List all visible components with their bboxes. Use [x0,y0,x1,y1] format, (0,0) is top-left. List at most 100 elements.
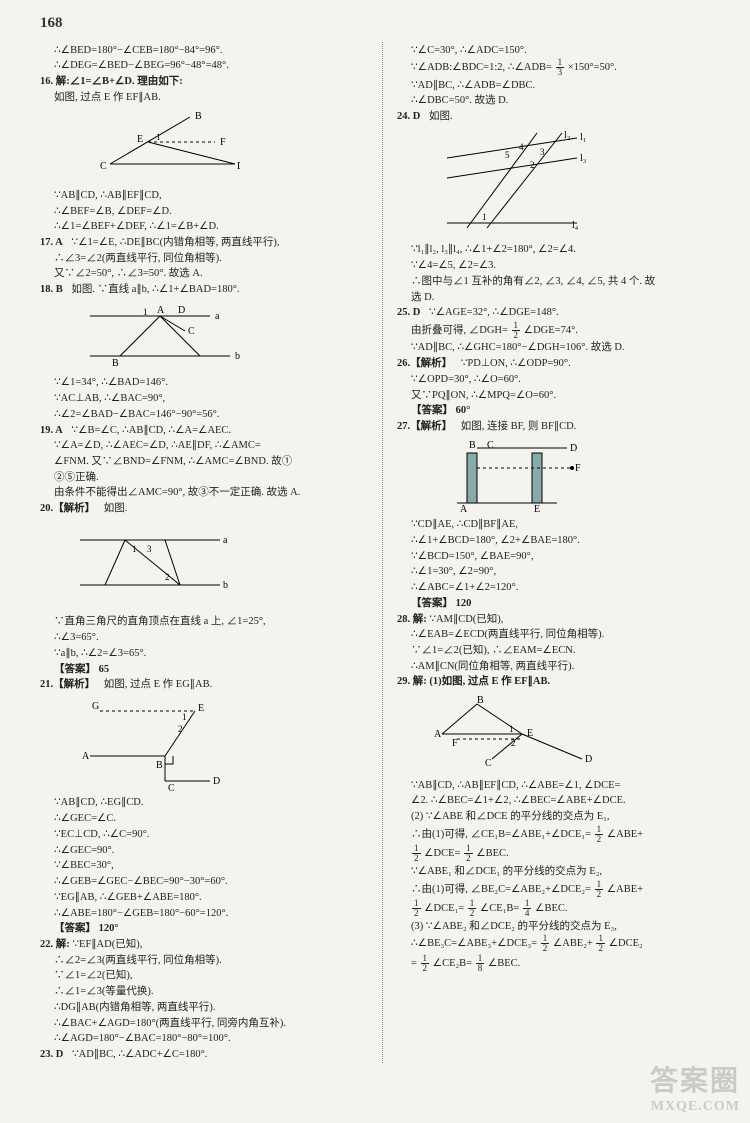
fraction: 12 [596,934,605,953]
svg-text:C: C [487,440,494,451]
text: ∵∠1=∠E, ∴DE∥BC(内错角相等, 两直线平行), [71,237,279,248]
watermark-line1: 答案圈 [650,1059,740,1099]
text: ×150°=50°. [568,62,617,73]
svg-text:D: D [213,776,220,787]
svg-text:B: B [469,440,476,451]
svg-text:B: B [156,760,163,771]
svg-text:A: A [157,305,165,316]
svg-text:D: D [237,161,240,172]
columns: ∴∠BED=180°−∠CEB=180°−84°=96°. ∴∠DEG=∠BED… [40,42,725,1063]
fraction: 12 [421,954,430,973]
text-line: ∴∠2=∠3(两直线平行, 同位角相等). [40,953,368,968]
text-line: = 12 ∠CE₂B= 18 ∠BEC. [397,954,725,973]
column-divider [382,42,383,1063]
text-line: ∴∠1=30°, ∠2=90°, [397,564,725,579]
svg-text:1: 1 [182,712,187,722]
text-line: (3) ∵∠ABE₂ 和∠DCE₂ 的平分线的交点为 E₃, [397,919,725,934]
text-line: ∵∠OPD=30°, ∴∠O=60°. [397,372,725,387]
text-line: ∴由(1)可得, ∠BE₂C=∠ABE₂+∠DCE₂= 12 ∠ABE+ [397,880,725,899]
text-line: 由折叠可得, ∠DGH= 12 ∠DGE=74°. [397,321,725,340]
svg-text:F: F [575,463,581,474]
svg-text:a: a [223,535,228,546]
text-line: ∵∠4=∠5, ∠2=∠3. [397,258,725,273]
svg-text:1: 1 [132,544,137,554]
svg-text:1: 1 [156,132,161,142]
svg-text:D: D [585,754,592,765]
text-line: ∴∠AGD=180°−∠BAC=180°−80°=100°. [40,1031,368,1046]
item-17: 17. A ∵∠1=∠E, ∴DE∥BC(内错角相等, 两直线平行), [40,235,368,250]
text-line: ∵AB∥CD, ∴AB∥EF∥CD, [40,188,368,203]
figure-5: l₁ l₂ l₃ l₄ 1 2 3 4 5 [427,128,725,238]
figure-4: G E A B C D 1 2 [70,696,368,791]
text-line: ∴∠GEC=∠C. [40,811,368,826]
svg-text:l₄: l₄ [572,220,579,231]
svg-text:2: 2 [511,738,516,748]
svg-text:3: 3 [147,544,152,554]
text: = [411,958,417,969]
text-line: ∵∠1=∠2(已知), ∴∠EAM=∠ECN. [397,643,725,658]
item-29: 29. 解: (1)如图, 过点 E 作 EF∥AB. [397,674,725,689]
text: 如图. ∵直线 a∥b, ∴∠1+∠BAD=180°. [71,284,239,295]
text: ∠CE₁B= [480,903,519,914]
text-line: ∴∠ABE=180°−∠GEB=180°−60°=120°. [40,906,368,921]
svg-text:E: E [137,134,143,145]
fraction: 18 [476,954,485,973]
answer-label: 【答案】 120 [397,596,725,611]
watermark: 答案圈 MXQE.COM [650,1059,740,1115]
text-line: ∵∠C=30°, ∴∠ADC=150°. [397,43,725,58]
text: ∠BEC. [476,848,508,859]
item-24: 24. D 如图. [397,109,725,124]
text-line: ∵a∥b, ∴∠2=∠3=65°. [40,646,368,661]
text-line: ∴AM∥CN(同位角相等, 两直线平行). [397,659,725,674]
text-line: 选 D. [397,290,725,305]
svg-text:b: b [223,580,228,591]
item-22: 22. 解: ∵EF∥AD(已知), [40,937,368,952]
watermark-line2: MXQE.COM [650,1099,740,1115]
svg-text:C: C [188,326,195,337]
page: 168 ∴∠BED=180°−∠CEB=180°−84°=96°. ∴∠DEG=… [0,0,750,1123]
text-line: 由条件不能得出∠AMC=90°, 故③不一定正确. 故选 A. [40,485,368,500]
svg-text:2: 2 [530,160,535,170]
text: ∠DGE=74°. [524,325,578,336]
text-line: ∵AB∥CD, ∴EG∥CD. [40,795,368,810]
svg-text:2: 2 [178,724,183,734]
item-19: 19. A ∵∠B=∠C, ∴AB∥CD, ∴∠A=∠AEC. [40,423,368,438]
text-line: ∴∠EAB=∠ECD(两直线平行, 同位角相等). [397,627,725,642]
figure-3: a b 1 2 3 [70,520,368,610]
text-line: ∴∠BEF=∠B, ∠DEF=∠D. [40,204,368,219]
item-head: 25. D [397,307,420,318]
item-20: 20.【解析】 如图. [40,501,368,516]
item-head: 28. 解: [397,614,427,625]
svg-text:A: A [82,751,90,762]
item-head: 20.【解析】 [40,503,95,514]
item-head: 17. A [40,237,63,248]
item-head: 22. 解: [40,939,70,950]
fraction: 12 [595,880,604,899]
text-line: ∴∠BED=180°−∠CEB=180°−84°=96°. [40,43,368,58]
item-21: 21.【解析】 如图, 过点 E 作 EG∥AB. [40,677,368,692]
svg-text:A: A [434,729,442,740]
item-18: 18. B 如图. ∵直线 a∥b, ∴∠1+∠BAD=180°. [40,282,368,297]
svg-text:l₁: l₁ [580,132,586,143]
text-line: ∴∠ABC=∠1+∠2=120°. [397,580,725,595]
text-line: ∴∠1=∠BEF+∠DEF, ∴∠1=∠B+∠D. [40,219,368,234]
text-line: 又∵PQ∥ON, ∴∠MPQ=∠O=60°. [397,388,725,403]
item-head: 18. B [40,284,63,295]
text-line: ∵AB∥CD, ∴AB∥EF∥CD, ∴∠ABE=∠1, ∠DCE= [397,778,725,793]
item-head: 26.【解析】 [397,358,452,369]
text: ∵∠ADB:∠BDC=1:2, ∴∠ADB= [411,62,552,73]
svg-text:D: D [570,443,577,454]
text: ∴∠BE₃C=∠ABE₃+∠DCE₃= [411,938,537,949]
text: 如图. [104,503,128,514]
right-column: ∵∠C=30°, ∴∠ADC=150°. ∵∠ADB:∠BDC=1:2, ∴∠A… [397,42,725,1063]
svg-text:1: 1 [143,307,148,317]
text-line: ∴∠DEG=∠BED−∠BEG=96°−48°=48°. [40,58,368,73]
svg-text:3: 3 [540,147,545,157]
svg-text:G: G [92,701,99,712]
text: ∵EF∥AD(已知), [72,939,142,950]
text: 由折叠可得, ∠DGH= [411,325,508,336]
text: ∠ABE₂+ [553,938,593,949]
svg-text:4: 4 [519,142,524,152]
fraction: 12 [464,844,473,863]
svg-text:5: 5 [505,150,510,160]
